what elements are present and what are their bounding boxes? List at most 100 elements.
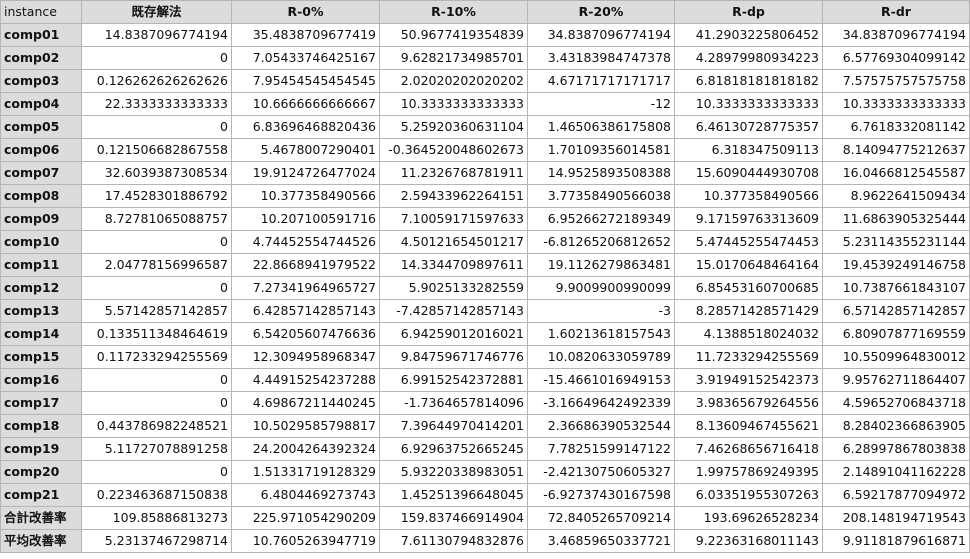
table-row: comp11 2.04778156996587 22.8668941979522 14… <box>0 253 970 277</box>
cell-r-20: 19.1126279863481 <box>527 253 675 277</box>
cell-r-10: 6.94259012016021 <box>379 322 528 346</box>
table-row: comp10 0 4.74452554744526 4.50121654501217-… <box>0 230 970 254</box>
row-label: comp16 <box>0 368 82 392</box>
cell-r-dp: 8.28571428571429 <box>674 299 823 323</box>
table-body: comp01 14.8387096774194 35.4838709677419 50… <box>0 23 970 553</box>
cell-r-dp: 3.91949152542373 <box>674 368 823 392</box>
cell-existing-method: 0.121506682867558 <box>81 138 232 162</box>
cell-r-20: -3 <box>527 299 675 323</box>
cell-r-dr: 16.0466812545587 <box>822 161 970 185</box>
row-label: comp12 <box>0 276 82 300</box>
cell-r-dp: 6.46130728775357 <box>674 115 823 139</box>
row-label: comp04 <box>0 92 82 116</box>
cell-r-10: 9.84759671746776 <box>379 345 528 369</box>
header-r-20: R-20% <box>527 0 675 24</box>
table-row: comp20 0 1.51331719128329 5.93220338983051-… <box>0 460 970 484</box>
table-row: comp08 17.4528301886792 10.377358490566 2.5… <box>0 184 970 208</box>
cell-existing-method: 0.223463687150838 <box>81 483 232 507</box>
cell-existing-method: 0 <box>81 115 232 139</box>
cell-r-dr: 4.59652706843718 <box>822 391 970 415</box>
table-row: comp07 32.6039387308534 19.9124726477024 11… <box>0 161 970 185</box>
cell-r-dp: 4.28979980934223 <box>674 46 823 70</box>
cell-r-0: 4.69867211440245 <box>231 391 380 415</box>
header-existing-method: 既存解法 <box>81 0 232 24</box>
cell-r-20: 7.78251599147122 <box>527 437 675 461</box>
cell-r-10: 9.62821734985701 <box>379 46 528 70</box>
row-label: comp09 <box>0 207 82 231</box>
cell-r-20: 6.95266272189349 <box>527 207 675 231</box>
cell-r-dp: 6.03351955307263 <box>674 483 823 507</box>
cell-r-dr: 208.148194719543 <box>822 506 970 530</box>
cell-r-20: -2.42130750605327 <box>527 460 675 484</box>
row-label: comp15 <box>0 345 82 369</box>
cell-r-0: 7.27341964965727 <box>231 276 380 300</box>
cell-r-dp: 10.377358490566 <box>674 184 823 208</box>
cell-r-20: 9.9009900990099 <box>527 276 675 300</box>
cell-r-dr: 2.14891041162228 <box>822 460 970 484</box>
row-label: comp07 <box>0 161 82 185</box>
row-label: comp19 <box>0 437 82 461</box>
row-label: comp08 <box>0 184 82 208</box>
row-label: comp01 <box>0 23 82 47</box>
cell-r-dp: 41.2903225806452 <box>674 23 823 47</box>
cell-r-10: 14.3344709897611 <box>379 253 528 277</box>
table-row: comp18 0.443786982248521 10.5029585798817 7… <box>0 414 970 438</box>
cell-existing-method: 14.8387096774194 <box>81 23 232 47</box>
table-row: comp19 5.11727078891258 24.2004264392324 6.… <box>0 437 970 461</box>
cell-r-dp: 15.6090444930708 <box>674 161 823 185</box>
cell-r-0: 7.95454545454545 <box>231 69 380 93</box>
cell-r-dp: 6.85453160700685 <box>674 276 823 300</box>
row-label: comp10 <box>0 230 82 254</box>
cell-r-20: -15.4661016949153 <box>527 368 675 392</box>
table-row: 合計改善率 109.85886813273 225.971054290209 159.… <box>0 506 970 530</box>
row-label: comp20 <box>0 460 82 484</box>
cell-r-dp: 15.0170648464164 <box>674 253 823 277</box>
cell-existing-method: 17.4528301886792 <box>81 184 232 208</box>
cell-r-10: 5.9025133282559 <box>379 276 528 300</box>
cell-r-0: 4.74452554744526 <box>231 230 380 254</box>
cell-existing-method: 2.04778156996587 <box>81 253 232 277</box>
cell-r-0: 6.54205607476636 <box>231 322 380 346</box>
row-label: comp11 <box>0 253 82 277</box>
cell-r-dp: 6.81818181818182 <box>674 69 823 93</box>
header-instance: instance <box>0 0 82 24</box>
cell-r-dp: 11.7233294255569 <box>674 345 823 369</box>
cell-r-0: 35.4838709677419 <box>231 23 380 47</box>
cell-r-10: 6.92963752665245 <box>379 437 528 461</box>
row-label: comp02 <box>0 46 82 70</box>
cell-r-10: -1.7364657814096 <box>379 391 528 415</box>
cell-r-dr: 6.28997867803838 <box>822 437 970 461</box>
cell-existing-method: 32.6039387308534 <box>81 161 232 185</box>
cell-r-20: 1.70109356014581 <box>527 138 675 162</box>
cell-r-20: 4.67171717171717 <box>527 69 675 93</box>
cell-r-0: 10.207100591716 <box>231 207 380 231</box>
cell-r-dr: 8.28402366863905 <box>822 414 970 438</box>
cell-r-10: 10.3333333333333 <box>379 92 528 116</box>
cell-r-dr: 10.5509964830012 <box>822 345 970 369</box>
table-row: comp05 0 6.83696468820436 5.25920360631104 1… <box>0 115 970 139</box>
cell-r-20: 3.43183984747378 <box>527 46 675 70</box>
row-label: comp17 <box>0 391 82 415</box>
cell-existing-method: 0.117233294255569 <box>81 345 232 369</box>
cell-r-0: 225.971054290209 <box>231 506 380 530</box>
cell-r-20: 14.9525893508388 <box>527 161 675 185</box>
cell-r-20: 34.8387096774194 <box>527 23 675 47</box>
header-r-dp: R-dp <box>674 0 823 24</box>
cell-r-10: 5.25920360631104 <box>379 115 528 139</box>
cell-r-20: -6.92737430167598 <box>527 483 675 507</box>
cell-r-0: 5.4678007290401 <box>231 138 380 162</box>
cell-r-10: 7.10059171597633 <box>379 207 528 231</box>
table-row: comp14 0.133511348464619 6.54205607476636 6… <box>0 322 970 346</box>
cell-r-0: 10.5029585798817 <box>231 414 380 438</box>
cell-r-dr: 10.7387661843107 <box>822 276 970 300</box>
cell-r-dp: 10.3333333333333 <box>674 92 823 116</box>
header-r-10: R-10% <box>379 0 528 24</box>
cell-r-0: 10.377358490566 <box>231 184 380 208</box>
header-row: instance 既存解法 R-0% R-10% R-20% R-dp R-dr <box>0 0 970 24</box>
cell-r-0: 12.3094958968347 <box>231 345 380 369</box>
table-row: 平均改善率 5.23137467298714 10.7605263947719 7.6… <box>0 529 970 553</box>
cell-r-dr: 7.57575757575758 <box>822 69 970 93</box>
table-row: comp15 0.117233294255569 12.3094958968347 9… <box>0 345 970 369</box>
cell-existing-method: 8.72781065088757 <box>81 207 232 231</box>
